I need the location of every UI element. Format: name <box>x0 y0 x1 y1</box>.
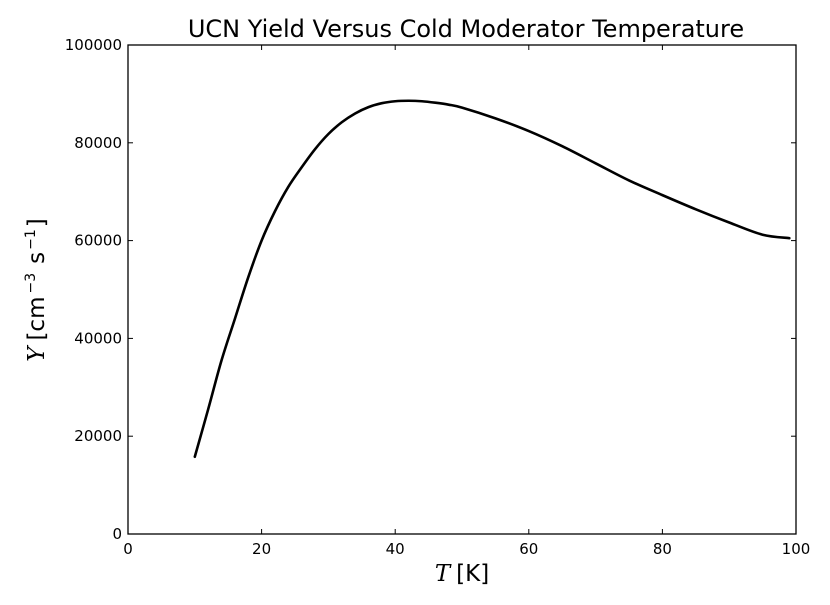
x-tick-label: 80 <box>653 540 672 558</box>
y-axis-label: Y [cm −3 s −1] <box>23 218 50 361</box>
series-line <box>193 99 791 459</box>
y-axis-exponent-1: −3 <box>23 273 39 294</box>
plot-frame <box>127 44 797 535</box>
x-axis-symbol: T <box>435 561 452 587</box>
y-axis-exponent-2: −1 <box>23 229 39 250</box>
x-tick-label: 20 <box>252 540 271 558</box>
y-tick-label: 100000 <box>65 36 122 54</box>
y-tick-label: 80000 <box>74 134 122 152</box>
y-tick-label: 60000 <box>74 232 122 250</box>
y-tick-label: 40000 <box>74 329 122 347</box>
y-tick-label: 20000 <box>74 427 122 445</box>
y-axis-unit-part-3: ] <box>24 218 50 227</box>
x-tick-label: 0 <box>123 540 133 558</box>
x-axis-ticks: 0 20 40 60 80 100 <box>123 45 810 558</box>
y-axis-unit-part-1: [cm <box>24 297 50 341</box>
x-tick-label: 100 <box>782 540 811 558</box>
y-tick-label: 0 <box>112 525 122 543</box>
x-tick-label: 40 <box>386 540 405 558</box>
chart-title: UCN Yield Versus Cold Moderator Temperat… <box>188 15 744 43</box>
y-axis-unit-part-2: s <box>24 252 50 264</box>
y-axis-symbol: Y <box>24 344 50 362</box>
x-axis-label: T [K] <box>435 561 489 587</box>
x-tick-label: 60 <box>519 540 538 558</box>
x-axis-unit: [K] <box>456 561 489 587</box>
y-axis-ticks: 0 20000 40000 60000 80000 100000 <box>65 36 796 543</box>
